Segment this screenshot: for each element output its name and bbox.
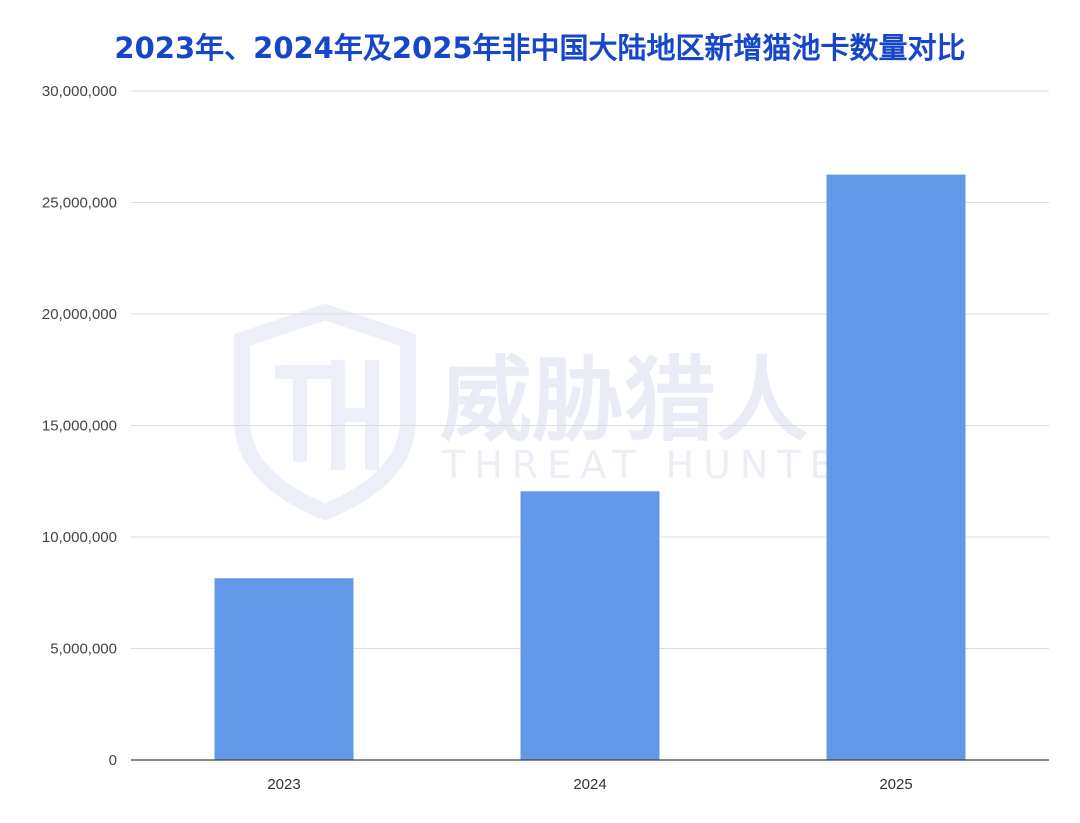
y-tick-label: 25,000,000 xyxy=(42,195,117,212)
watermark-en-text: THREAT HUNTER xyxy=(441,443,878,487)
watermark: 威胁猎人 THREAT HUNTER xyxy=(234,303,878,521)
x-tick-label: 2023 xyxy=(267,776,300,793)
watermark-th-letters xyxy=(275,360,379,470)
watermark-cn-text: 威胁猎人 xyxy=(440,347,808,454)
x-tick-label: 2025 xyxy=(879,776,912,793)
y-tick-label: 15,000,000 xyxy=(42,418,117,435)
bar-2023 xyxy=(214,578,354,760)
watermark-shield-icon xyxy=(234,303,416,521)
y-tick-label: 0 xyxy=(109,752,117,769)
y-tick-label: 5,000,000 xyxy=(50,641,117,658)
bar-2024 xyxy=(520,491,660,760)
x-tick-labels: 2023 2024 2025 xyxy=(267,776,912,793)
chart-title: 2023年、2024年及2025年非中国大陆地区新增猫池卡数量对比 xyxy=(114,31,966,65)
y-tick-labels: 0 5,000,000 10,000,000 15,000,000 20,000,000… xyxy=(42,83,117,769)
y-tick-label: 10,000,000 xyxy=(42,529,117,546)
bars xyxy=(214,174,966,760)
y-tick-label: 30,000,000 xyxy=(42,83,117,100)
x-tick-label: 2024 xyxy=(573,776,606,793)
bar-2025 xyxy=(826,174,966,760)
y-tick-label: 20,000,000 xyxy=(42,306,117,323)
